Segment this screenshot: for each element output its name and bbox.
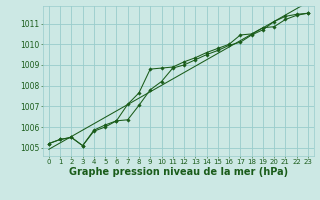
- X-axis label: Graphe pression niveau de la mer (hPa): Graphe pression niveau de la mer (hPa): [69, 167, 288, 177]
